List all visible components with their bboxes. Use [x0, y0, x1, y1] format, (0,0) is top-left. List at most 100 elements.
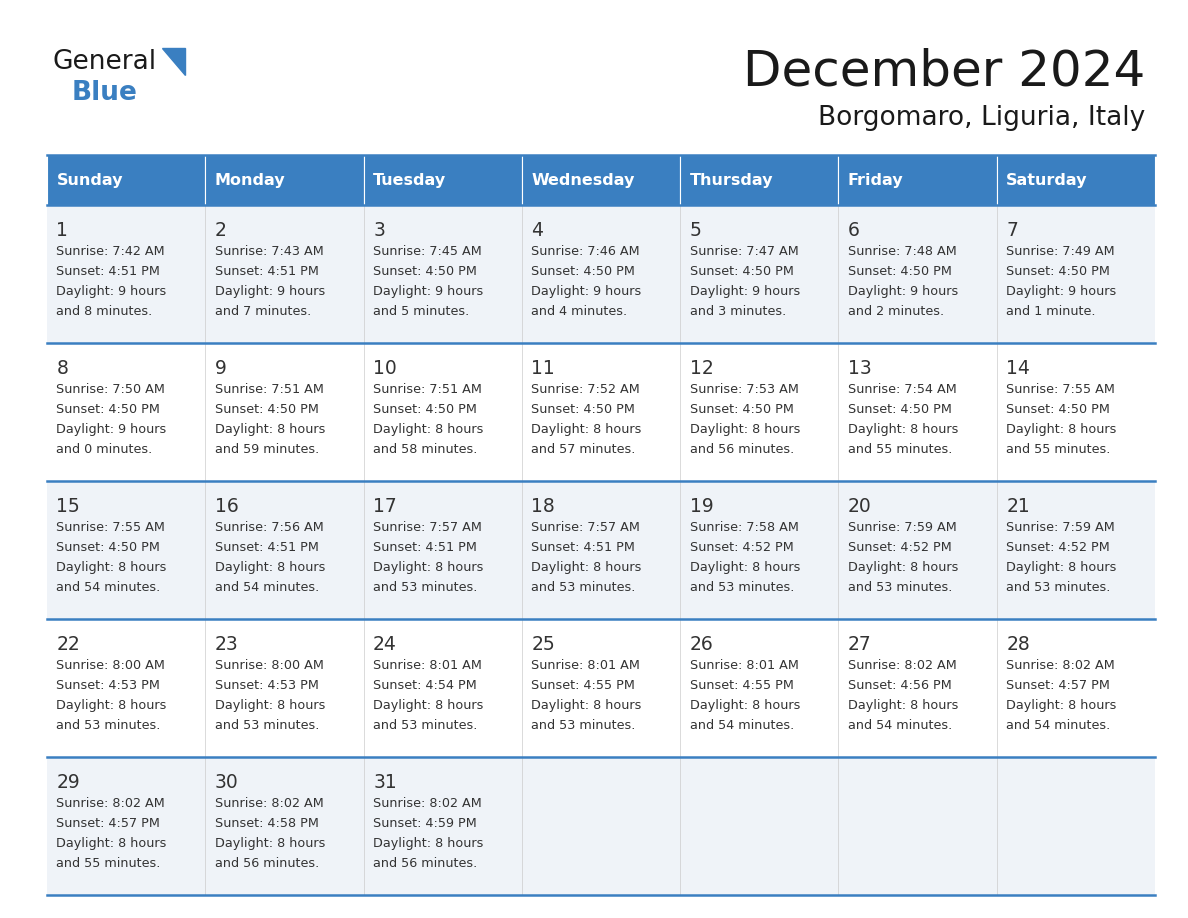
Text: Sunset: 4:50 PM: Sunset: 4:50 PM	[57, 403, 160, 416]
Text: Sunset: 4:50 PM: Sunset: 4:50 PM	[690, 403, 794, 416]
Text: Daylight: 8 hours: Daylight: 8 hours	[1006, 423, 1117, 436]
Text: Sunset: 4:50 PM: Sunset: 4:50 PM	[848, 403, 952, 416]
Text: Sunset: 4:50 PM: Sunset: 4:50 PM	[1006, 403, 1110, 416]
Bar	[839, 757, 997, 895]
Bar	[997, 205, 1155, 343]
Text: Borgomaro, Liguria, Italy: Borgomaro, Liguria, Italy	[817, 105, 1145, 131]
Text: Sunrise: 7:46 AM: Sunrise: 7:46 AM	[531, 245, 640, 258]
Text: and 53 minutes.: and 53 minutes.	[531, 581, 636, 594]
Text: 20: 20	[848, 497, 872, 516]
Text: and 58 minutes.: and 58 minutes.	[373, 443, 478, 456]
Bar	[839, 205, 997, 343]
Text: Sunset: 4:55 PM: Sunset: 4:55 PM	[690, 679, 794, 692]
Bar	[681, 619, 839, 757]
Text: 13: 13	[848, 359, 872, 378]
Text: Sunrise: 7:57 AM: Sunrise: 7:57 AM	[531, 521, 640, 534]
Text: Sunrise: 7:48 AM: Sunrise: 7:48 AM	[848, 245, 956, 258]
Text: and 2 minutes.: and 2 minutes.	[848, 305, 944, 318]
Text: and 53 minutes.: and 53 minutes.	[57, 719, 160, 732]
Text: Daylight: 9 hours: Daylight: 9 hours	[215, 285, 326, 298]
Bar	[681, 757, 839, 895]
Text: 28: 28	[1006, 635, 1030, 654]
Text: Sunrise: 8:02 AM: Sunrise: 8:02 AM	[57, 797, 165, 810]
Text: Daylight: 8 hours: Daylight: 8 hours	[373, 423, 484, 436]
Bar	[997, 155, 1155, 205]
Bar	[206, 757, 364, 895]
Text: Sunrise: 7:51 AM: Sunrise: 7:51 AM	[373, 383, 482, 396]
Text: 18: 18	[531, 497, 555, 516]
Bar	[522, 757, 681, 895]
Text: 31: 31	[373, 773, 397, 792]
Bar	[364, 481, 522, 619]
Text: Daylight: 8 hours: Daylight: 8 hours	[848, 699, 959, 712]
Text: Friday: Friday	[848, 173, 904, 187]
Text: Daylight: 8 hours: Daylight: 8 hours	[690, 561, 800, 574]
Text: and 54 minutes.: and 54 minutes.	[1006, 719, 1111, 732]
Text: Sunrise: 7:45 AM: Sunrise: 7:45 AM	[373, 245, 482, 258]
Text: Daylight: 8 hours: Daylight: 8 hours	[690, 423, 800, 436]
Text: Sunrise: 8:02 AM: Sunrise: 8:02 AM	[1006, 659, 1116, 672]
Bar	[206, 343, 364, 481]
Text: and 8 minutes.: and 8 minutes.	[57, 305, 153, 318]
Text: Sunset: 4:50 PM: Sunset: 4:50 PM	[531, 265, 636, 278]
Text: Sunset: 4:50 PM: Sunset: 4:50 PM	[57, 541, 160, 554]
Bar	[681, 155, 839, 205]
Bar	[522, 481, 681, 619]
Bar	[839, 619, 997, 757]
Text: Sunset: 4:51 PM: Sunset: 4:51 PM	[215, 541, 318, 554]
Text: Daylight: 9 hours: Daylight: 9 hours	[848, 285, 959, 298]
Bar	[522, 155, 681, 205]
Text: Daylight: 8 hours: Daylight: 8 hours	[215, 423, 326, 436]
Text: and 7 minutes.: and 7 minutes.	[215, 305, 311, 318]
Text: 16: 16	[215, 497, 239, 516]
Text: Sunrise: 7:56 AM: Sunrise: 7:56 AM	[215, 521, 323, 534]
Text: and 54 minutes.: and 54 minutes.	[690, 719, 794, 732]
Text: Daylight: 9 hours: Daylight: 9 hours	[1006, 285, 1117, 298]
Text: Sunset: 4:50 PM: Sunset: 4:50 PM	[373, 403, 476, 416]
Text: Saturday: Saturday	[1006, 173, 1088, 187]
Text: Sunset: 4:53 PM: Sunset: 4:53 PM	[215, 679, 318, 692]
Text: Sunrise: 8:00 AM: Sunrise: 8:00 AM	[215, 659, 323, 672]
Text: Sunset: 4:50 PM: Sunset: 4:50 PM	[373, 265, 476, 278]
Text: Sunset: 4:52 PM: Sunset: 4:52 PM	[848, 541, 952, 554]
Text: Daylight: 8 hours: Daylight: 8 hours	[57, 561, 166, 574]
Bar	[839, 155, 997, 205]
Text: Sunrise: 7:49 AM: Sunrise: 7:49 AM	[1006, 245, 1114, 258]
Text: 8: 8	[57, 359, 69, 378]
Text: 11: 11	[531, 359, 555, 378]
Text: Sunset: 4:52 PM: Sunset: 4:52 PM	[1006, 541, 1110, 554]
Text: and 55 minutes.: and 55 minutes.	[1006, 443, 1111, 456]
Text: 24: 24	[373, 635, 397, 654]
Bar	[522, 343, 681, 481]
Bar	[522, 619, 681, 757]
Text: Sunset: 4:51 PM: Sunset: 4:51 PM	[373, 541, 476, 554]
Bar	[839, 481, 997, 619]
Text: 26: 26	[690, 635, 713, 654]
Text: 21: 21	[1006, 497, 1030, 516]
Text: Sunset: 4:51 PM: Sunset: 4:51 PM	[215, 265, 318, 278]
Text: Daylight: 8 hours: Daylight: 8 hours	[373, 837, 484, 850]
Text: 7: 7	[1006, 221, 1018, 240]
Text: Sunrise: 7:53 AM: Sunrise: 7:53 AM	[690, 383, 798, 396]
Text: Sunrise: 7:42 AM: Sunrise: 7:42 AM	[57, 245, 165, 258]
Text: 14: 14	[1006, 359, 1030, 378]
Polygon shape	[162, 48, 185, 75]
Text: Sunset: 4:50 PM: Sunset: 4:50 PM	[1006, 265, 1110, 278]
Text: Daylight: 8 hours: Daylight: 8 hours	[531, 561, 642, 574]
Text: Sunrise: 8:02 AM: Sunrise: 8:02 AM	[848, 659, 956, 672]
Text: Daylight: 9 hours: Daylight: 9 hours	[531, 285, 642, 298]
Text: Wednesday: Wednesday	[531, 173, 634, 187]
Text: Daylight: 8 hours: Daylight: 8 hours	[57, 699, 166, 712]
Text: and 56 minutes.: and 56 minutes.	[215, 857, 320, 870]
Text: Sunset: 4:54 PM: Sunset: 4:54 PM	[373, 679, 476, 692]
Bar	[681, 481, 839, 619]
Text: Sunrise: 7:58 AM: Sunrise: 7:58 AM	[690, 521, 798, 534]
Text: Sunrise: 8:02 AM: Sunrise: 8:02 AM	[215, 797, 323, 810]
Text: 19: 19	[690, 497, 713, 516]
Text: Sunset: 4:50 PM: Sunset: 4:50 PM	[848, 265, 952, 278]
Text: and 53 minutes.: and 53 minutes.	[373, 719, 478, 732]
Bar	[997, 757, 1155, 895]
Text: 9: 9	[215, 359, 227, 378]
Text: Sunrise: 7:59 AM: Sunrise: 7:59 AM	[1006, 521, 1116, 534]
Text: Daylight: 8 hours: Daylight: 8 hours	[848, 561, 959, 574]
